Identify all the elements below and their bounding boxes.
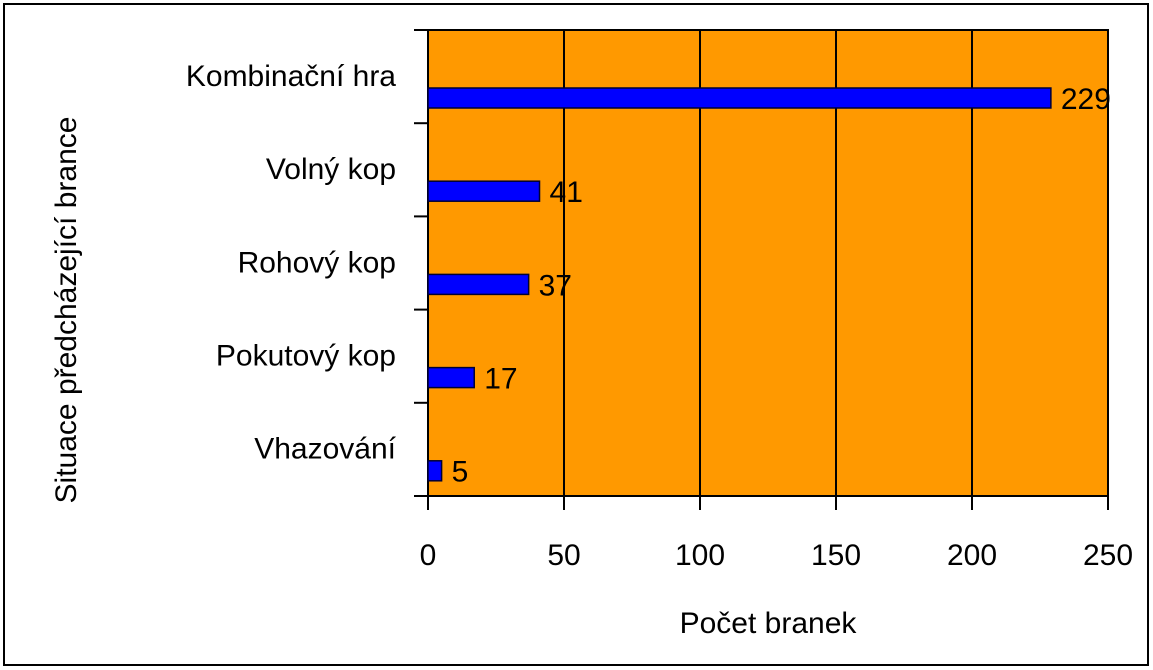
value-label: 41 (550, 176, 583, 209)
y-tick-label: Volný kop (266, 153, 396, 186)
x-tick-label: 150 (811, 539, 861, 572)
bar (427, 180, 541, 202)
x-tick-label: 250 (1083, 539, 1133, 572)
y-tick-label: Vhazování (254, 433, 396, 466)
x-tick-label: 200 (947, 539, 997, 572)
x-tick-label: 0 (420, 539, 437, 572)
y-tick-label: Rohový kop (238, 246, 396, 279)
bar (427, 460, 443, 482)
bar (427, 273, 530, 296)
value-label: 229 (1061, 83, 1111, 116)
x-axis-label: Počet branek (680, 607, 858, 640)
x-tick-label: 100 (675, 539, 725, 572)
value-label: 5 (452, 456, 469, 489)
bar (427, 366, 475, 389)
y-tick-label: Kombinační hra (186, 60, 396, 93)
y-tick-label: Pokutový kop (216, 340, 396, 373)
bar (427, 87, 1052, 109)
y-axis-label: Situace předcházející brance (50, 117, 83, 504)
value-label: 37 (539, 269, 572, 302)
value-label: 17 (484, 363, 517, 396)
x-tick-label: 50 (547, 539, 580, 572)
